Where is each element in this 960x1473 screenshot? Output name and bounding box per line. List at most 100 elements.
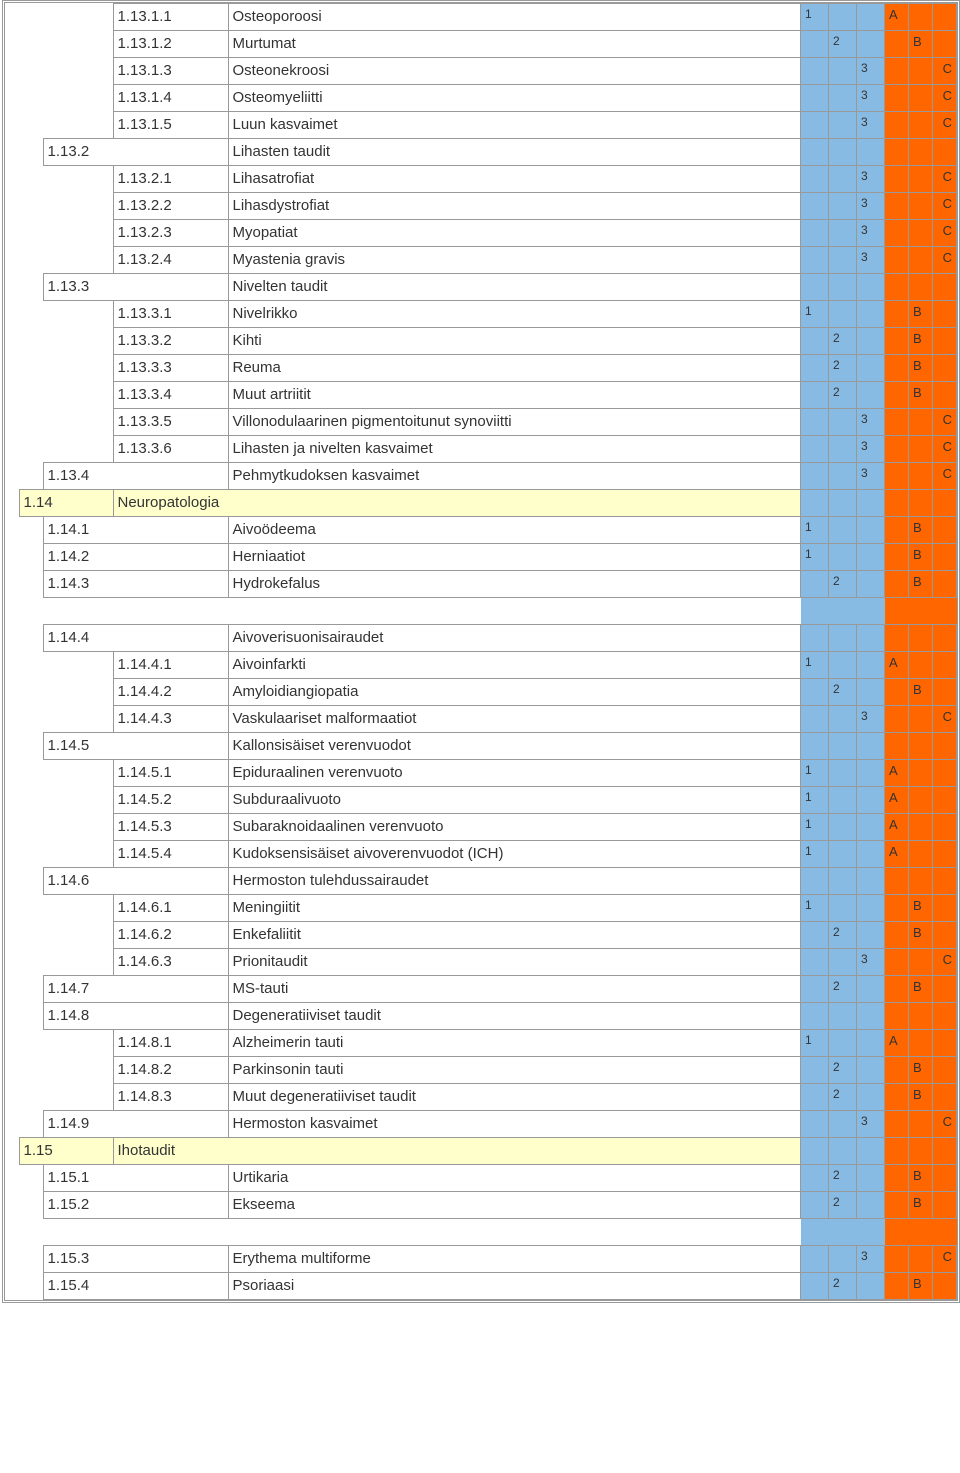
col-grade-a: [885, 382, 909, 409]
col-level-2: [829, 1138, 857, 1165]
table-row: 1.14.6.2Enkefaliitit2B: [5, 922, 957, 949]
col-grade-c: [933, 490, 957, 517]
col-grade-c: C: [933, 58, 957, 85]
col-grade-a: [885, 868, 909, 895]
col-level-2: 2: [829, 382, 857, 409]
col-grade-b: B: [909, 895, 933, 922]
indent-1: [5, 193, 19, 220]
col-grade-b: [909, 733, 933, 760]
col-grade-b: B: [909, 1084, 933, 1111]
col-level-3: [857, 571, 885, 598]
indent-2: [19, 652, 43, 679]
col-level-3: [857, 355, 885, 382]
col-level-1: [801, 247, 829, 274]
col-grade-a: [885, 679, 909, 706]
col-level-1: [801, 382, 829, 409]
col-grade-b: [909, 787, 933, 814]
col-level-1: [801, 868, 829, 895]
col-grade-a: [885, 1273, 909, 1300]
col-level-1: [801, 112, 829, 139]
col-level-3: 3: [857, 436, 885, 463]
row-name: Lihasten taudit: [228, 139, 801, 166]
col-level-2: [829, 301, 857, 328]
col-grade-c: C: [933, 436, 957, 463]
row-code: 1.13.3.2: [113, 328, 228, 355]
row-name: Myopatiat: [228, 220, 801, 247]
col-grade-a: [885, 625, 909, 652]
col-grade-b: [909, 436, 933, 463]
indent-1: [5, 895, 19, 922]
indent-1: [5, 220, 19, 247]
col-level-1: [801, 1003, 829, 1030]
indent-1: [5, 58, 19, 85]
col-level-1: [801, 1273, 829, 1300]
col-grade-a: [885, 274, 909, 301]
row-code: 1.14.4: [43, 625, 228, 652]
col-level-2: [829, 490, 857, 517]
row-code: 1.14.8.3: [113, 1084, 228, 1111]
col-level-3: [857, 868, 885, 895]
row-name: Herniaatiot: [228, 544, 801, 571]
col-level-2: 2: [829, 976, 857, 1003]
indent-2: [19, 220, 43, 247]
row-name: Murtumat: [228, 31, 801, 58]
section-name: Neuropatologia: [113, 490, 801, 517]
table-row: 1.14.8.2Parkinsonin tauti2B: [5, 1057, 957, 1084]
col-grade-b: [909, 112, 933, 139]
col-grade-b: [909, 193, 933, 220]
col-grade-a: [885, 139, 909, 166]
table-row: 1.14.4Aivoverisuonisairaudet: [5, 625, 957, 652]
indent-3: [43, 85, 113, 112]
col-level-3: [857, 1138, 885, 1165]
row-name: Prionitaudit: [228, 949, 801, 976]
table-row: 1.15.4Psoriaasi2B: [5, 1273, 957, 1300]
col-level-3: [857, 679, 885, 706]
col-grade-c: [933, 1273, 957, 1300]
col-grade-b: [909, 409, 933, 436]
indent-2: [19, 58, 43, 85]
col-grade-b: B: [909, 922, 933, 949]
col-level-1: 1: [801, 841, 829, 868]
col-level-2: [829, 517, 857, 544]
table-row: 1.14.3Hydrokefalus2B: [5, 571, 957, 598]
col-level-1: [801, 1138, 829, 1165]
col-grade-c: C: [933, 949, 957, 976]
section-name: Ihotaudit: [113, 1138, 801, 1165]
col-level-1: 1: [801, 787, 829, 814]
table-row: 1.14.8.1Alzheimerin tauti1A: [5, 1030, 957, 1057]
row-name: Psoriaasi: [228, 1273, 801, 1300]
col-grade-a: [885, 1138, 909, 1165]
table-row: 1.14.1Aivoödeema1B: [5, 517, 957, 544]
indent-3: [43, 679, 113, 706]
col-level-3: [857, 544, 885, 571]
indent-2: [19, 625, 43, 652]
col-grade-b: B: [909, 544, 933, 571]
col-level-1: [801, 436, 829, 463]
col-grade-a: [885, 1084, 909, 1111]
row-code: 1.13.3.5: [113, 409, 228, 436]
indent-2: [19, 409, 43, 436]
col-grade-c: [933, 1192, 957, 1219]
indent-1: [5, 571, 19, 598]
table-row: 1.15.1Urtikaria2B: [5, 1165, 957, 1192]
col-grade-b: [909, 868, 933, 895]
col-grade-a: [885, 436, 909, 463]
row-name: Osteonekroosi: [228, 58, 801, 85]
col-grade-b: [909, 463, 933, 490]
table-row: 1.14Neuropatologia: [5, 490, 957, 517]
col-level-2: [829, 868, 857, 895]
table-row: 1.14.8.3Muut degeneratiiviset taudit2B: [5, 1084, 957, 1111]
col-grade-b: [909, 139, 933, 166]
row-code: 1.14.6.1: [113, 895, 228, 922]
indent-3: [43, 112, 113, 139]
row-code: 1.15.2: [43, 1192, 228, 1219]
row-name: Hydrokefalus: [228, 571, 801, 598]
table-row: 1.14.4.2Amyloidiangiopatia2B: [5, 679, 957, 706]
indent-1: [5, 112, 19, 139]
indent-1: [5, 1030, 19, 1057]
col-grade-a: [885, 301, 909, 328]
row-code: 1.13.3.6: [113, 436, 228, 463]
table-row: 1.13.1.3Osteonekroosi3C: [5, 58, 957, 85]
row-name: Luun kasvaimet: [228, 112, 801, 139]
col-level-1: [801, 1246, 829, 1273]
